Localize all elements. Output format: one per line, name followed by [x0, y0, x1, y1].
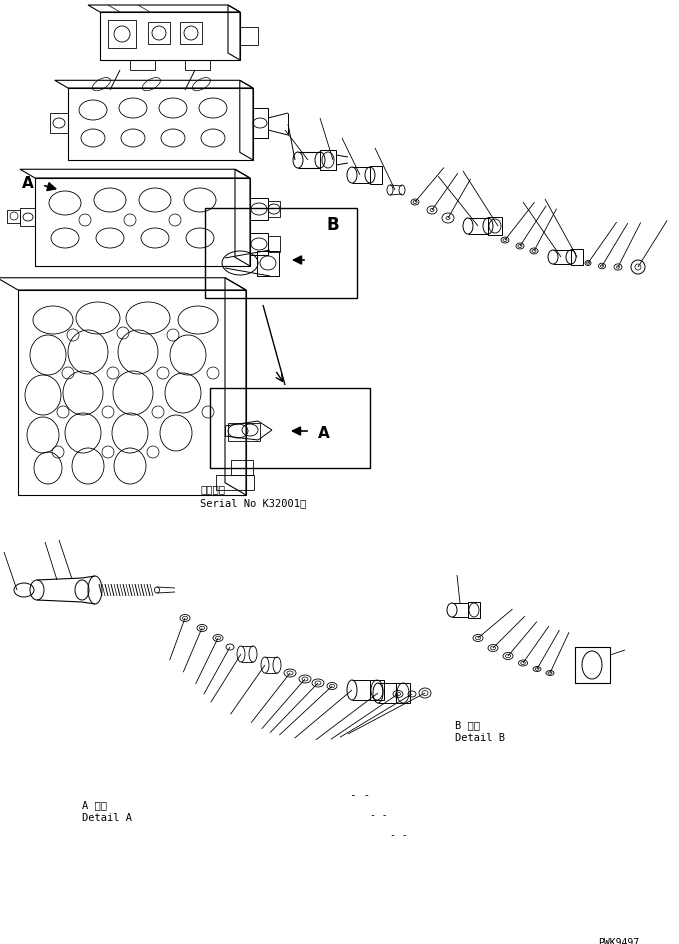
Bar: [185, 60, 210, 70]
Text: - -: - -: [370, 810, 388, 820]
Text: B 詳細: B 詳細: [455, 720, 480, 730]
Bar: [253, 108, 268, 138]
Text: B: B: [327, 216, 340, 234]
Bar: [250, 198, 268, 220]
Bar: [320, 150, 336, 170]
Bar: [216, 475, 254, 490]
Bar: [257, 251, 279, 276]
Text: 適用号機: 適用号機: [200, 484, 225, 494]
Bar: [488, 217, 502, 235]
Bar: [7, 210, 20, 223]
Bar: [210, 388, 370, 468]
Text: Detail A: Detail A: [82, 813, 132, 823]
Text: A: A: [318, 426, 330, 441]
Text: - -: - -: [390, 830, 407, 840]
Bar: [228, 423, 260, 441]
Bar: [575, 647, 610, 683]
Bar: [268, 236, 280, 252]
Bar: [205, 208, 357, 298]
Text: Detail B: Detail B: [455, 733, 505, 743]
Bar: [20, 208, 35, 226]
Bar: [268, 201, 280, 217]
Bar: [231, 460, 253, 475]
Text: Serial No K32001～: Serial No K32001～: [200, 498, 306, 508]
Text: A: A: [22, 176, 34, 191]
Bar: [468, 602, 480, 618]
Bar: [108, 20, 136, 48]
Text: PWK9497: PWK9497: [598, 938, 639, 944]
Bar: [571, 249, 583, 265]
Text: A 詳細: A 詳細: [82, 800, 107, 810]
Bar: [148, 22, 170, 44]
Bar: [396, 683, 410, 703]
Bar: [180, 22, 202, 44]
Bar: [130, 60, 155, 70]
Text: - -: - -: [350, 790, 370, 800]
Bar: [50, 113, 68, 133]
Bar: [370, 166, 382, 184]
Bar: [240, 27, 258, 45]
Bar: [370, 680, 384, 700]
Bar: [250, 233, 268, 255]
